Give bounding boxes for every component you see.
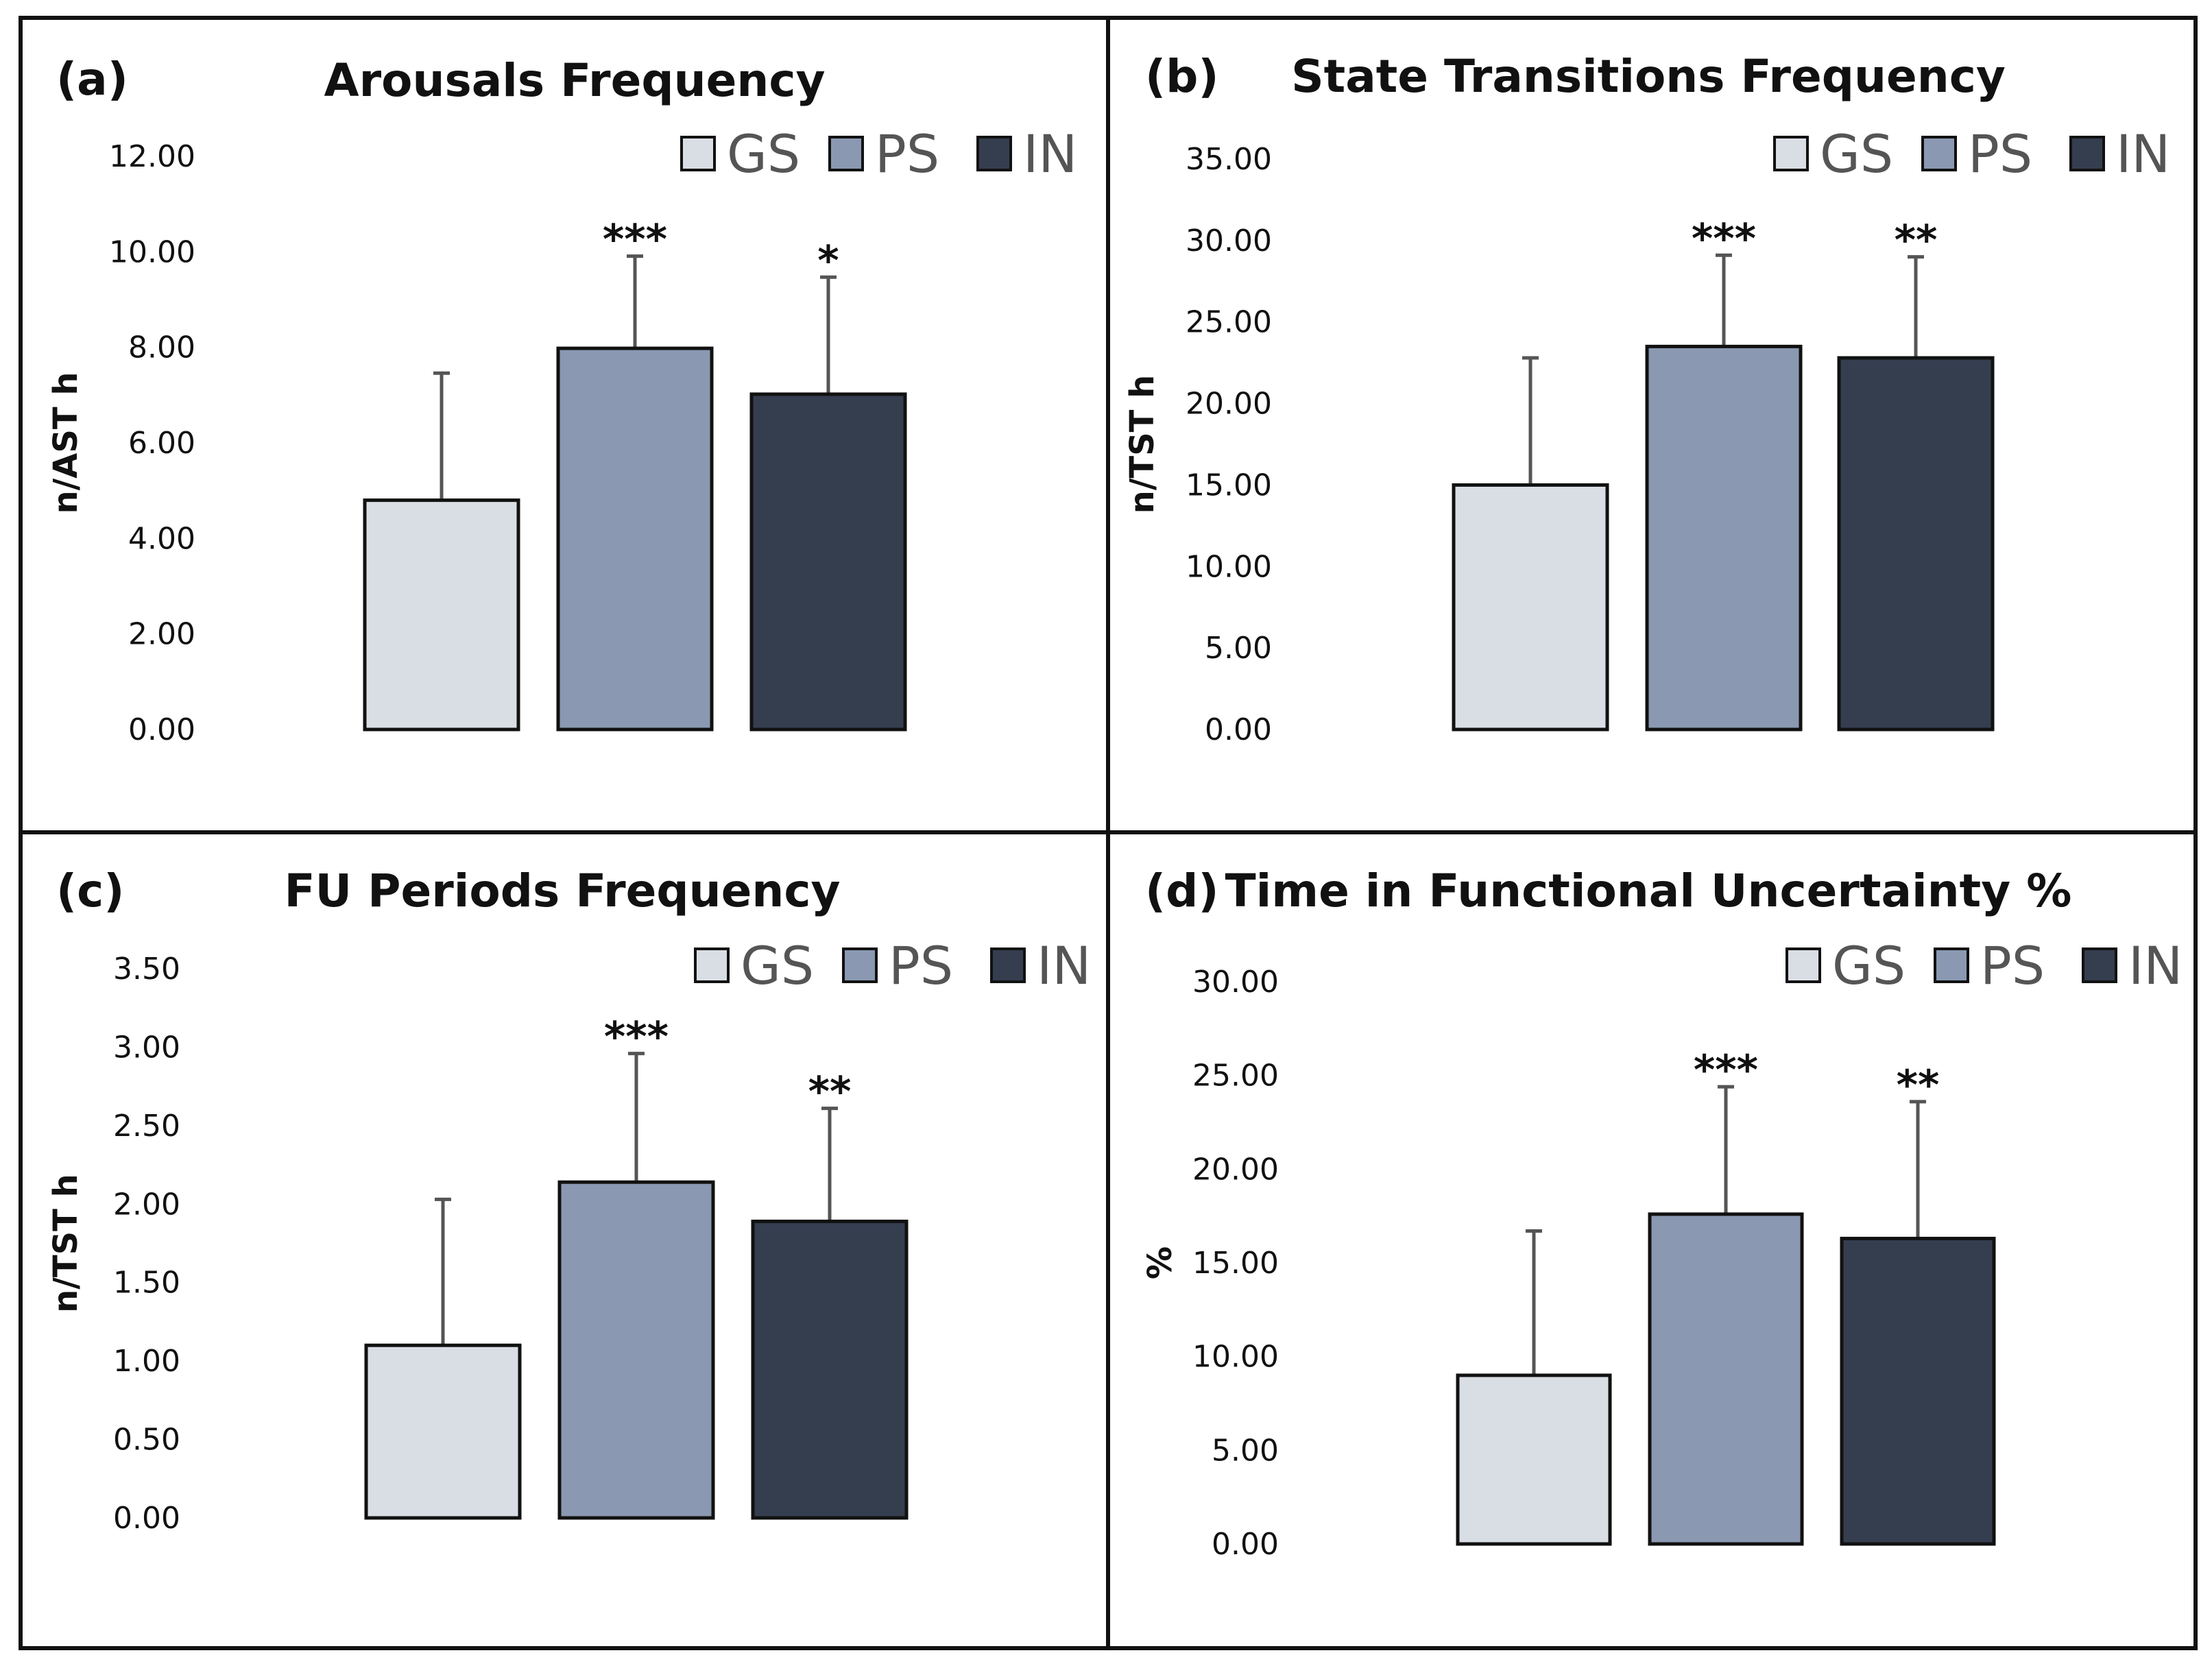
y-tick-label: 0.00 [1205,712,1272,747]
y-tick-label: 2.00 [113,1187,180,1222]
legend-swatch-gs [1786,947,1821,983]
legend-swatch-ps [842,947,878,983]
y-tick-label: 10.00 [1186,549,1272,584]
chart-panel-c: (c) FU Periods Frequency 0.00 0.50 1.00 1.50 2… [47,865,1091,1536]
y-tick-label: 15.00 [1186,468,1272,503]
legend-label-in: IN [2128,935,2183,996]
y-tick-label: 8.00 [128,330,195,365]
y-tick-label: 0.00 [128,712,195,747]
chart-panel-d: (d) Time in Functional Uncertainty % 0.00 5… [1141,865,2183,1562]
bar-ps [1648,1212,1804,1546]
bar-in [751,1219,909,1520]
legend-label-ps: PS [1968,123,2032,184]
y-axis-label: n/TST h [1123,375,1162,514]
panel-label: (a) [56,53,128,106]
y-tick-label: 5.00 [1212,1433,1279,1468]
y-axis-label: n/TST h [47,1174,85,1313]
y-tick-label: 4.00 [128,521,195,556]
significance-marker: ** [1897,1061,1940,1109]
chart-panel-b: (b) State Transitions Frequency 0.00 5.00 10… [1123,50,2170,747]
bar-gs [1456,1373,1612,1546]
legend-swatch-gs [694,947,730,983]
legend-swatch-in [976,136,1012,171]
bar-in [749,392,907,732]
y-tick-label: 30.00 [1192,965,1279,1000]
bar-ps [556,346,714,732]
y-tick-label: 1.50 [113,1266,180,1301]
y-tick-label: 6.00 [128,426,195,461]
legend-swatch-in [990,947,1026,983]
y-tick-label: 3.50 [113,952,180,987]
significance-marker: * [817,237,839,285]
y-tick-label: 30.00 [1186,224,1272,258]
legend-swatch-in [2069,136,2105,171]
legend-swatch-ps [1921,136,1957,171]
panel-label: (b) [1145,50,1219,103]
legend-label-in: IN [1037,935,1091,996]
y-axis-label: % [1141,1246,1179,1279]
legend-label-gs: GS [1820,123,1893,184]
significance-marker: *** [604,1013,669,1061]
bar-in [1837,356,1995,732]
y-tick-label: 0.00 [113,1501,180,1536]
legend-swatch-ps [828,136,864,171]
y-tick-label: 2.00 [128,617,195,652]
y-tick-label: 0.00 [1212,1527,1279,1562]
significance-marker: ** [1895,217,1938,265]
chart-title: Arousals Frequency [324,54,826,107]
y-tick-label: 15.00 [1192,1246,1279,1281]
bar-gs [363,498,520,732]
significance-marker: *** [1694,1046,1758,1094]
panel-label: (c) [56,865,124,917]
y-tick-label: 2.50 [113,1109,180,1144]
bar-gs [364,1343,522,1520]
y-tick-label: 35.00 [1186,142,1272,177]
bar-gs [1452,483,1609,732]
y-tick-label: 10.00 [109,234,195,269]
bar-ps [1645,344,1803,732]
y-tick-label: 12.00 [109,139,195,174]
legend-swatch-gs [680,136,716,171]
legend-label-ps: PS [1980,935,2045,996]
chart-title: State Transitions Frequency [1291,50,2006,103]
y-tick-label: 0.50 [113,1423,180,1458]
panel-label: (d) [1145,865,1219,917]
legend-label-in: IN [2116,123,2170,184]
significance-marker: ** [808,1068,852,1116]
y-tick-label: 3.00 [113,1030,180,1065]
legend-swatch-ps [1934,947,1969,983]
legend-swatch-gs [1773,136,1809,171]
y-tick-label: 10.00 [1192,1340,1279,1375]
significance-marker: *** [603,216,667,264]
chart-panel-a: (a) Arousals Frequency 0.00 2.00 4.00 6.00 8.0… [47,53,1077,747]
y-tick-label: 20.00 [1192,1152,1279,1187]
legend-label-ps: PS [889,935,953,996]
legend-label-gs: GS [741,935,814,996]
legend-label-in: IN [1023,123,1077,184]
legend-label-ps: PS [875,123,939,184]
chart-title: FU Periods Frequency [284,865,840,917]
y-axis-label: n/AST h [47,372,85,514]
bar-ps [557,1180,715,1520]
significance-marker: *** [1692,215,1756,263]
y-tick-label: 25.00 [1192,1059,1279,1094]
bar-in [1840,1236,1996,1546]
chart-title: Time in Functional Uncertainty % [1225,865,2072,917]
y-tick-label: 5.00 [1205,631,1272,666]
legend-label-gs: GS [1832,935,1906,996]
y-tick-label: 20.00 [1186,387,1272,422]
legend-label-gs: GS [727,123,800,184]
y-tick-label: 25.00 [1186,305,1272,340]
legend-swatch-in [2082,947,2117,983]
y-tick-label: 1.00 [113,1344,180,1379]
